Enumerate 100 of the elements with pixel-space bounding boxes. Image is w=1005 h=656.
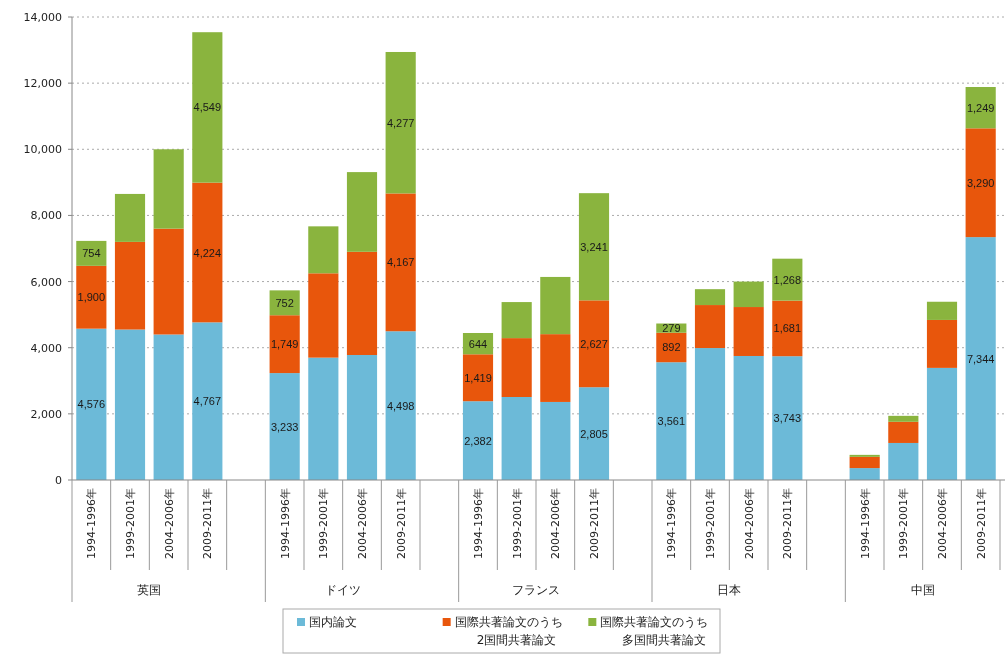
data-label: 3,561 — [657, 415, 686, 428]
bar — [308, 273, 339, 358]
data-label: 7,344 — [966, 352, 995, 365]
bar — [540, 276, 571, 335]
bar — [153, 228, 184, 335]
bar — [733, 307, 764, 356]
bar — [849, 456, 880, 469]
bar — [346, 251, 378, 355]
y-tick-label: 10,000 — [23, 143, 62, 157]
x-tick-label: 2009-2011年 — [781, 488, 795, 559]
legend-label: 国内論文 — [309, 615, 357, 629]
bar — [772, 356, 803, 480]
bar — [501, 396, 532, 480]
bar — [462, 354, 494, 402]
legend-label: 国際共著論文のうち多国間共著論文 — [600, 615, 709, 647]
x-tick-label: 1994-1996年 — [858, 488, 872, 559]
bar — [76, 265, 107, 329]
x-tick-label: 1994-1996年 — [278, 488, 292, 559]
bar — [462, 401, 494, 480]
text: 日本 — [717, 583, 742, 597]
data-label: 3,241 — [580, 240, 608, 253]
bar — [733, 355, 764, 480]
bar — [694, 348, 726, 480]
x-tick-label: 2009-2011年 — [588, 488, 601, 559]
data-label: 4,277 — [386, 116, 415, 129]
bar — [269, 315, 300, 374]
data-label: 1,681 — [773, 322, 802, 335]
data-label: 1,900 — [77, 291, 106, 304]
bar — [926, 301, 958, 320]
bar — [346, 354, 378, 480]
data-label: 752 — [275, 296, 294, 309]
bar — [269, 373, 300, 480]
bar — [965, 128, 996, 238]
data-label: 4,224 — [193, 246, 222, 259]
data-label: 1,249 — [966, 101, 995, 114]
bar — [849, 468, 880, 480]
x-tick-label: 2004-2006年 — [936, 488, 949, 559]
bar — [308, 357, 339, 480]
y-tick-label: 2,000 — [30, 407, 62, 421]
bar — [501, 338, 532, 397]
text: 中国 — [910, 583, 935, 597]
bar — [656, 362, 687, 480]
bar — [114, 241, 146, 330]
bar — [888, 442, 919, 480]
x-tick-label: 2004-2006年 — [162, 488, 176, 559]
bar — [385, 193, 416, 332]
bar — [308, 226, 339, 274]
x-tick-label: 2009-2011年 — [201, 488, 215, 559]
y-tick-label: 4,000 — [30, 341, 62, 355]
x-tick-label: 1999-2001年 — [124, 488, 137, 559]
bar — [76, 328, 107, 480]
data-label: 1,419 — [464, 371, 492, 384]
bar — [888, 421, 919, 443]
data-label: 644 — [468, 337, 488, 350]
data-label: 4,576 — [77, 398, 106, 411]
data-label: 3,290 — [966, 176, 995, 189]
y-tick-label: 12,000 — [23, 77, 62, 91]
bar — [694, 289, 726, 306]
bar — [965, 237, 996, 480]
bar — [540, 401, 571, 480]
data-label: 2,382 — [464, 434, 492, 447]
x-tick-label: 1994-1996年 — [472, 488, 485, 559]
bar — [772, 300, 803, 357]
x-tick-label: 2009-2011年 — [974, 488, 988, 559]
bar — [694, 305, 726, 349]
data-label: 4,498 — [386, 399, 415, 412]
text: ドイツ — [324, 583, 361, 597]
bar — [346, 172, 378, 252]
bar — [578, 300, 610, 388]
data-label: 2,805 — [580, 427, 608, 440]
x-tick-label: 1999-2001年 — [317, 488, 331, 559]
bar — [540, 334, 571, 402]
data-label: 2,627 — [580, 337, 608, 350]
x-tick-label: 1994-1996年 — [665, 488, 679, 559]
x-tick-label: 1999-2001年 — [510, 488, 524, 559]
bar — [926, 319, 958, 368]
legend-label: 国際共著論文のうち2国間共著論文 — [454, 615, 563, 647]
x-tick-label: 2004-2006年 — [356, 488, 369, 559]
x-tick-label: 2004-2006年 — [742, 488, 756, 559]
bar — [385, 51, 416, 194]
data-label: 892 — [662, 341, 681, 354]
bar — [114, 193, 146, 242]
data-label: 279 — [662, 322, 681, 335]
text: 英国 — [137, 583, 162, 597]
bar — [733, 281, 764, 308]
y-tick-label: 6,000 — [30, 275, 62, 289]
x-tick-label: 1999-2001年 — [897, 488, 911, 559]
bar — [192, 32, 223, 183]
y-tick-label: 0 — [55, 474, 62, 487]
bar — [192, 322, 223, 480]
bar — [153, 334, 184, 480]
bar — [501, 302, 532, 339]
data-label: 4,167 — [386, 256, 415, 269]
bar — [888, 415, 919, 422]
x-tick-label: 2004-2006年 — [549, 488, 563, 559]
data-label: 1,268 — [773, 273, 802, 286]
bar — [926, 367, 958, 480]
y-tick-label: 14,000 — [23, 11, 62, 24]
data-label: 1,749 — [270, 338, 299, 351]
bar — [578, 387, 610, 480]
